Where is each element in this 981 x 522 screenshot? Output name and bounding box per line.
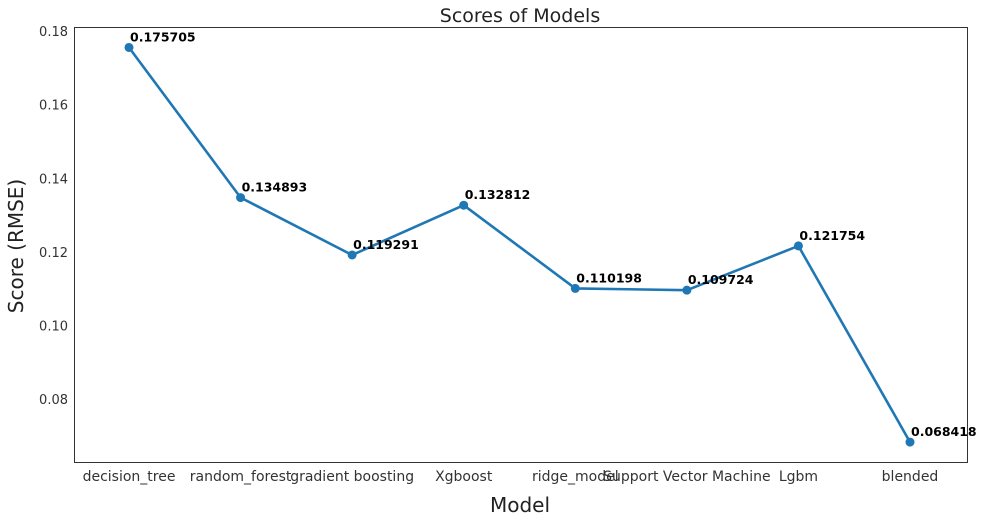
- data-label: 0.121754: [799, 228, 865, 243]
- y-tick-label: 0.10: [39, 319, 68, 334]
- data-label: 0.134893: [242, 180, 308, 195]
- data-point: [459, 200, 469, 210]
- y-axis-title: Score (RMSE): [4, 179, 28, 313]
- data-point: [124, 42, 134, 52]
- data-point: [682, 285, 692, 295]
- data-point: [905, 437, 915, 447]
- x-tick-label: Support Vector Machine: [603, 469, 770, 485]
- x-tick-label: gradient boosting: [290, 469, 414, 485]
- x-tick-label: random_forest: [190, 469, 292, 485]
- data-point: [236, 193, 246, 203]
- series-line: [127, 46, 912, 444]
- y-tick-label: 0.14: [39, 172, 68, 187]
- data-label: 0.110198: [576, 270, 642, 285]
- x-axis-title: Model: [490, 493, 550, 517]
- data-label: 0.119291: [353, 237, 419, 252]
- y-tick-label: 0.16: [39, 99, 68, 114]
- data-point: [570, 283, 580, 293]
- data-points-group: [124, 42, 915, 447]
- data-labels-group: 0.175705 0.134893 0.119291 0.132812 0.110198…: [130, 29, 977, 439]
- x-tick-label: Xgboost: [435, 469, 493, 485]
- data-label: 0.068418: [911, 424, 977, 439]
- x-tick-label: Lgbm: [779, 469, 818, 485]
- x-tick-label: blended: [882, 469, 939, 485]
- y-axis: 0.08 0.10 0.12 0.14 0.16 0.18: [39, 25, 68, 408]
- y-tick-label: 0.12: [39, 246, 68, 261]
- data-point: [347, 250, 357, 260]
- x-tick-label: ridge_model: [532, 469, 619, 485]
- plot-frame: [74, 27, 968, 463]
- data-label: 0.109724: [688, 272, 754, 287]
- data-point: [793, 241, 803, 251]
- series-line-group: [127, 46, 912, 444]
- y-tick-label: 0.18: [39, 25, 68, 40]
- data-label: 0.132812: [465, 187, 531, 202]
- data-label: 0.175705: [130, 29, 196, 44]
- chart-title: Scores of Models: [440, 5, 600, 27]
- y-tick-label: 0.08: [39, 393, 68, 408]
- x-tick-label: decision_tree: [83, 469, 176, 485]
